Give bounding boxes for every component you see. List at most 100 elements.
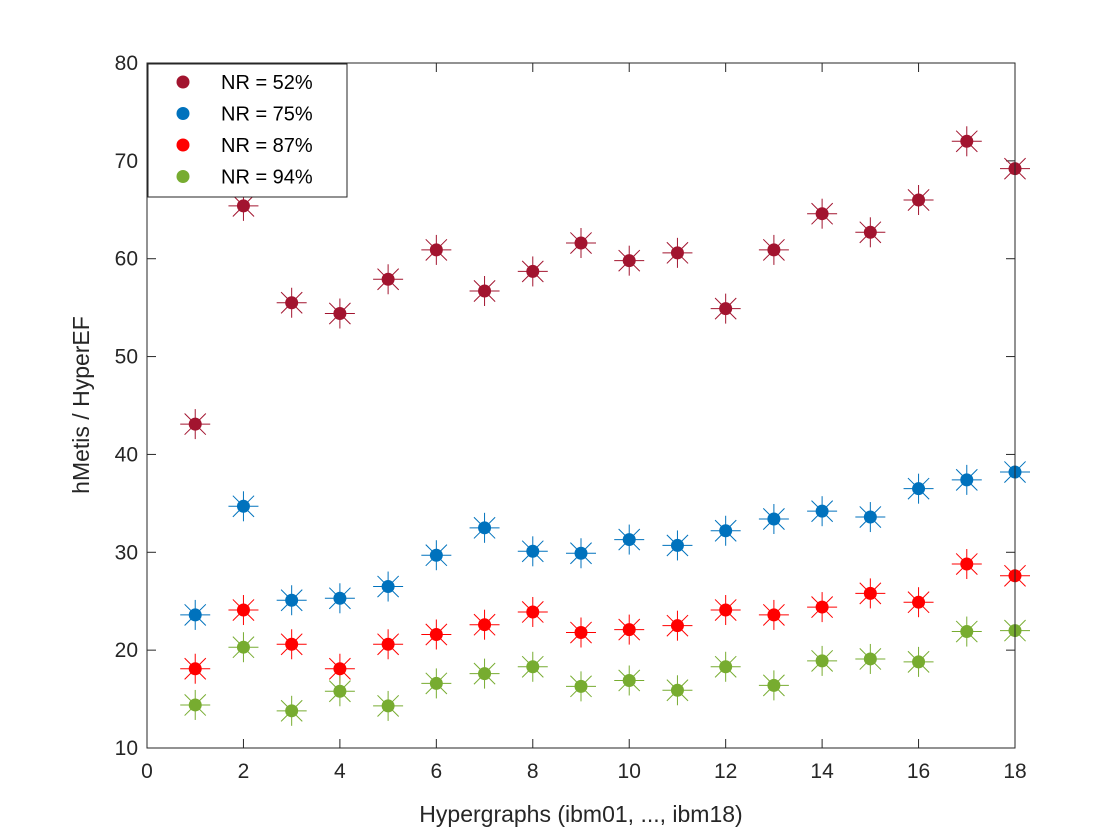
point-dot bbox=[236, 603, 250, 617]
point-dot bbox=[188, 417, 202, 431]
data-point bbox=[276, 585, 307, 616]
data-point bbox=[614, 524, 645, 555]
data-point bbox=[276, 695, 307, 726]
point-dot bbox=[236, 199, 250, 213]
point-dot bbox=[188, 698, 202, 712]
data-point bbox=[903, 185, 934, 215]
data-point bbox=[710, 595, 741, 626]
x-tick-label: 0 bbox=[141, 760, 153, 783]
data-point bbox=[662, 675, 693, 706]
x-tick-label: 2 bbox=[238, 760, 250, 783]
y-tick-label: 10 bbox=[115, 737, 138, 760]
point-dot bbox=[670, 538, 684, 552]
data-point bbox=[517, 596, 548, 627]
point-dot bbox=[285, 704, 299, 718]
point-dot bbox=[429, 243, 443, 257]
data-point bbox=[758, 599, 789, 630]
point-dot bbox=[381, 272, 395, 286]
data-point bbox=[855, 217, 886, 248]
point-dot bbox=[960, 134, 974, 148]
data-point bbox=[180, 599, 211, 630]
legend-label: NR = 75% bbox=[221, 104, 313, 126]
point-dot bbox=[285, 637, 299, 651]
data-point bbox=[662, 610, 693, 641]
point-dot bbox=[526, 660, 540, 674]
legend-item: NR = 75% bbox=[176, 104, 313, 126]
x-tick-label: 14 bbox=[810, 760, 834, 783]
data-point bbox=[903, 646, 934, 677]
data-point bbox=[951, 464, 982, 495]
point-dot bbox=[622, 254, 636, 268]
data-point bbox=[855, 502, 886, 533]
point-dot bbox=[622, 673, 636, 687]
data-point bbox=[758, 504, 789, 535]
point-dot bbox=[188, 608, 202, 622]
point-dot bbox=[236, 499, 250, 513]
point-dot bbox=[815, 600, 829, 614]
point-dot bbox=[333, 662, 347, 676]
data-point bbox=[517, 256, 548, 287]
point-dot bbox=[815, 504, 829, 518]
point-dot bbox=[574, 236, 588, 250]
series-2 bbox=[180, 457, 1030, 630]
data-point bbox=[903, 587, 934, 618]
point-dot bbox=[429, 676, 443, 690]
point-dot bbox=[719, 603, 733, 617]
data-point bbox=[469, 276, 500, 307]
point-dot bbox=[333, 591, 347, 605]
legend-label: NR = 94% bbox=[221, 167, 313, 189]
y-tick-label: 30 bbox=[115, 541, 138, 564]
legend-label: NR = 87% bbox=[221, 135, 313, 157]
point-dot bbox=[767, 512, 781, 526]
data-point bbox=[807, 198, 838, 229]
legend: NR = 52% NR = 75% NR = 87% NR = 94% bbox=[147, 63, 348, 198]
data-point bbox=[469, 512, 500, 543]
data-point bbox=[324, 653, 355, 684]
data-point bbox=[951, 549, 982, 580]
data-point bbox=[469, 609, 500, 640]
legend-item: NR = 94% bbox=[176, 167, 313, 189]
data-point bbox=[373, 571, 404, 602]
point-dot bbox=[574, 626, 588, 640]
y-tick-label: 20 bbox=[115, 639, 138, 662]
point-dot bbox=[478, 284, 492, 298]
y-axis-label: hMetis / HyperEF bbox=[68, 316, 94, 494]
point-dot bbox=[719, 660, 733, 674]
data-point bbox=[228, 491, 259, 522]
data-point bbox=[373, 264, 404, 295]
data-point bbox=[903, 473, 934, 504]
legend-label: NR = 52% bbox=[221, 72, 313, 94]
data-point bbox=[710, 651, 741, 682]
x-tick-label: 10 bbox=[618, 760, 641, 783]
data-point bbox=[228, 190, 259, 221]
point-dot bbox=[912, 595, 926, 609]
point-dot bbox=[526, 544, 540, 558]
y-tick-label: 60 bbox=[115, 248, 138, 271]
point-dot bbox=[381, 699, 395, 713]
legend-marker bbox=[176, 138, 190, 152]
point-dot bbox=[574, 546, 588, 560]
data-point bbox=[276, 629, 307, 660]
data-point bbox=[855, 643, 886, 674]
data-point bbox=[373, 690, 404, 721]
data-point bbox=[614, 614, 645, 645]
point-dot bbox=[815, 654, 829, 668]
point-dot bbox=[478, 618, 492, 632]
point-dot bbox=[333, 684, 347, 698]
point-dot bbox=[478, 521, 492, 535]
point-dot bbox=[960, 557, 974, 571]
y-tick-label: 50 bbox=[115, 346, 138, 369]
point-dot bbox=[670, 246, 684, 260]
axis-tick-labels: 0 2 4 6 8 10 12 14 16 18 10 20 30 40 50 60 70 80 bbox=[115, 52, 1027, 783]
data-point bbox=[324, 583, 355, 614]
data-point bbox=[758, 234, 789, 265]
legend-marker bbox=[176, 170, 190, 183]
y-tick-label: 40 bbox=[115, 443, 138, 466]
data-point bbox=[373, 629, 404, 660]
point-dot bbox=[381, 637, 395, 651]
point-dot bbox=[670, 619, 684, 633]
point-dot bbox=[236, 640, 250, 654]
data-point bbox=[324, 676, 355, 707]
data-point bbox=[228, 595, 259, 626]
point-dot bbox=[381, 580, 395, 594]
